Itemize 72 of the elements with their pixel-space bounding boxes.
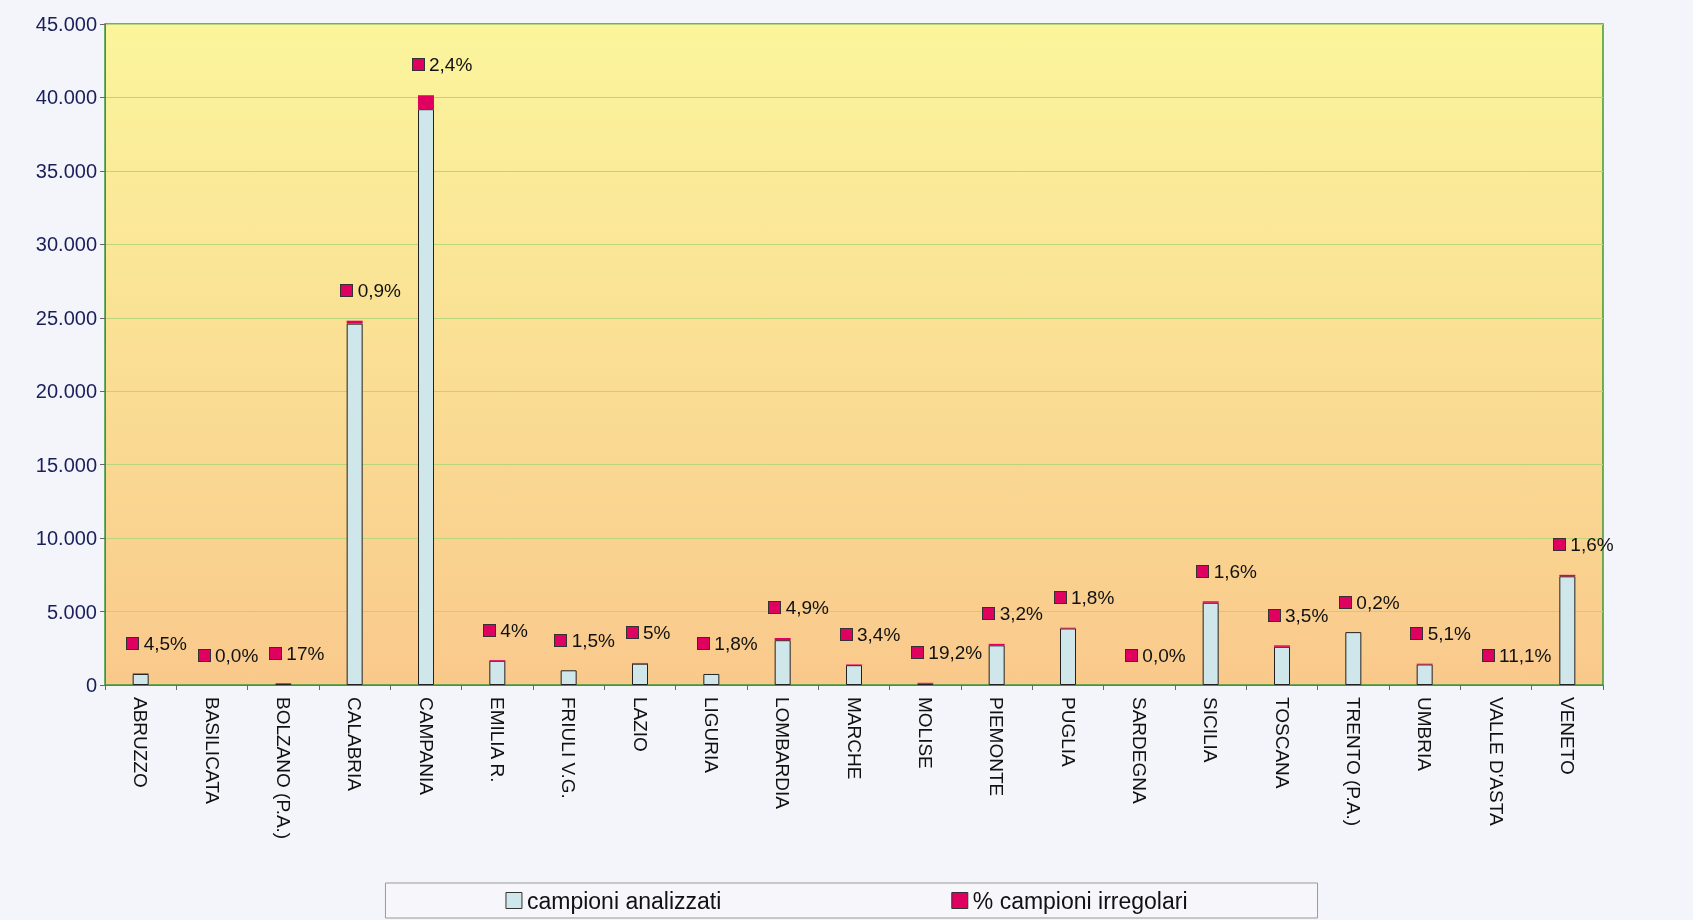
- annotation: 1,6%: [1213, 560, 1258, 582]
- annotation: 4,5%: [143, 632, 188, 654]
- bar: [703, 673, 720, 685]
- bar: [418, 95, 434, 110]
- bar: [1060, 628, 1076, 685]
- bar: [632, 663, 648, 685]
- x-tick-label: VENETO: [1556, 697, 1578, 775]
- x-tick-label: EMILIA R.: [486, 697, 508, 783]
- annotation: 11,1%: [1499, 644, 1552, 666]
- x-tick-label: BASILICATA: [201, 697, 223, 805]
- x-tick-label: VALLE D'ASTA: [1485, 697, 1507, 826]
- x-tick-label: FRIULI V.G.: [558, 697, 580, 799]
- y-tick-label: 15.000: [35, 453, 97, 476]
- annotation: 17%: [286, 643, 325, 665]
- y-tick-label: 25.000: [35, 306, 97, 329]
- annotation: 19,2%: [928, 642, 983, 664]
- annotation: 4%: [500, 619, 528, 641]
- x-tick-label: PIEMONTE: [986, 697, 1008, 797]
- bar: [489, 660, 506, 685]
- annotation: 5,1%: [1427, 623, 1472, 645]
- annotation: 0,9%: [357, 280, 402, 302]
- legend-label: % campioni irregolari: [972, 887, 1188, 914]
- x-tick-label: LOMBARDIA: [772, 697, 794, 810]
- annotation: 3,5%: [1285, 604, 1329, 626]
- annotation: 0,0%: [1142, 644, 1186, 666]
- annotation: 3,2%: [999, 603, 1044, 625]
- y-tick-label: 40.000: [35, 86, 97, 109]
- bar: [1559, 576, 1576, 685]
- x-tick-label: TRENTO (P.A.): [1342, 697, 1364, 827]
- x-tick-label: CAMPANIA: [415, 697, 437, 796]
- x-tick-label: SARDEGNA: [1128, 697, 1150, 804]
- x-tick-label: ABRUZZO: [130, 697, 152, 788]
- annotation: 0,2%: [1356, 591, 1400, 613]
- annotation: 1,8%: [714, 633, 758, 655]
- bar: [346, 323, 363, 685]
- annotation: 4,9%: [785, 597, 830, 619]
- bar: [1274, 646, 1290, 685]
- bar: [1416, 664, 1433, 685]
- x-tick-label: LIGURIA: [700, 697, 722, 774]
- bar: [988, 645, 1005, 685]
- y-tick-label: 10.000: [35, 527, 97, 550]
- annotation: 2,4%: [429, 54, 473, 76]
- annotation: 1,5%: [571, 629, 616, 651]
- x-tick-label: MOLISE: [914, 697, 936, 769]
- bar: [1202, 602, 1219, 685]
- x-tick-label: PUGLIA: [1057, 697, 1079, 768]
- bar: [1345, 632, 1362, 685]
- bar: [132, 673, 149, 685]
- x-tick-label: BOLZANO (P.A.): [272, 697, 294, 840]
- annotation: 5%: [643, 622, 671, 644]
- bar: [560, 670, 577, 685]
- bar: [774, 640, 791, 685]
- y-tick-label: 5.000: [46, 600, 97, 623]
- y-tick-label: 0: [85, 674, 97, 696]
- x-tick-label: UMBRIA: [1414, 697, 1436, 772]
- x-tick-label: TOSCANA: [1271, 697, 1293, 789]
- bar: [774, 638, 791, 641]
- bar: [846, 665, 862, 685]
- y-tick-label: 20.000: [35, 380, 97, 403]
- bar: [418, 109, 434, 685]
- annotation: 1,8%: [1071, 587, 1115, 609]
- x-tick-label: SICILIA: [1200, 697, 1222, 763]
- annotation: 0,0%: [215, 644, 259, 666]
- x-tick-label: LAZIO: [629, 697, 651, 752]
- legend-label: campioni analizzati: [526, 887, 722, 914]
- y-tick-label: 30.000: [35, 233, 97, 256]
- y-tick-label: 35.000: [35, 159, 97, 182]
- annotation: 3,4%: [857, 623, 901, 645]
- y-tick-label: 45.000: [35, 13, 97, 35]
- bar: [346, 320, 363, 324]
- x-tick-label: CALABRIA: [344, 697, 366, 792]
- x-tick-label: MARCHE: [843, 697, 865, 780]
